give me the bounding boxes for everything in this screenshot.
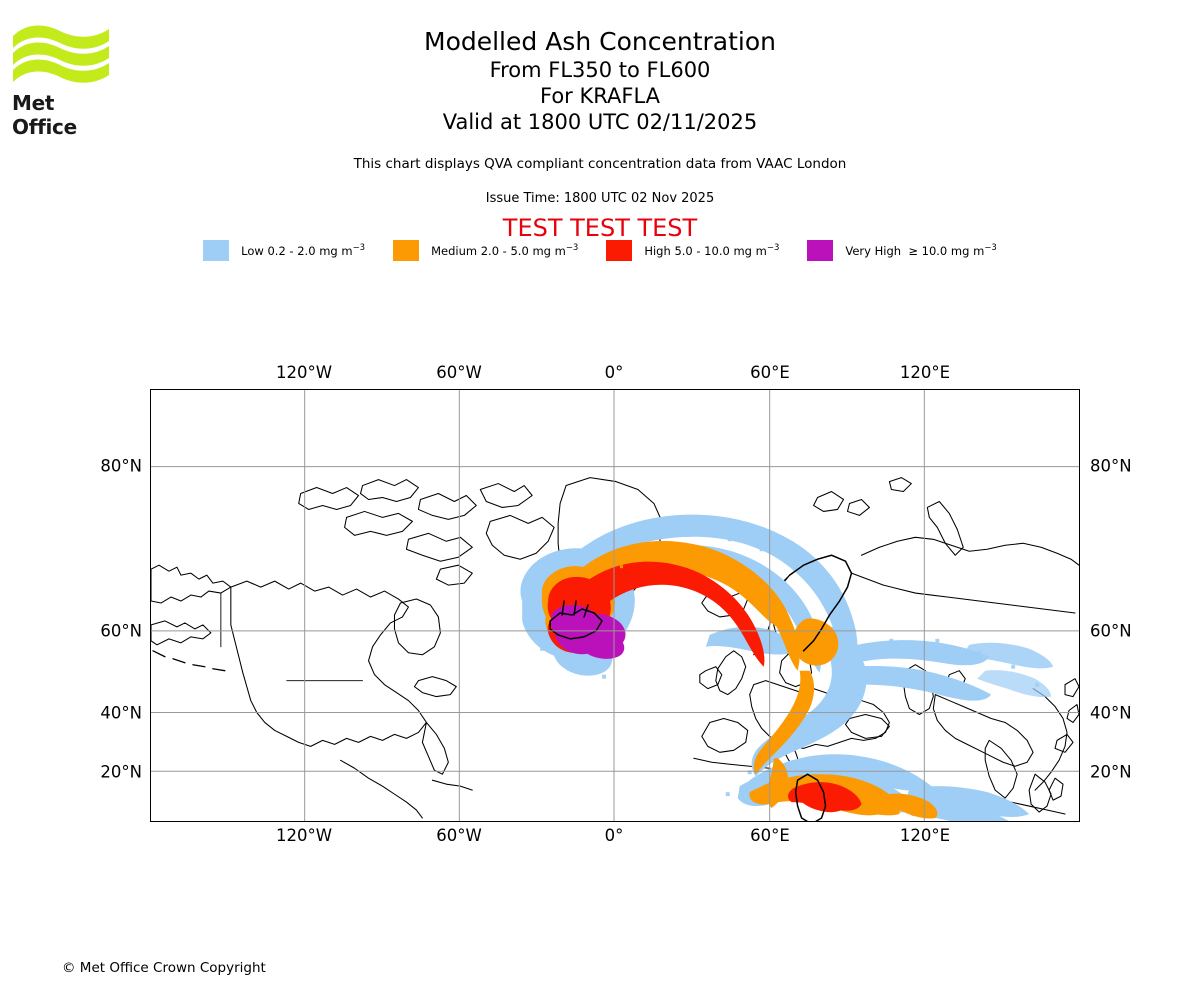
legend-swatch-very-high — [807, 240, 834, 261]
chart-note: This chart displays QVA compliant concen… — [353, 156, 847, 172]
concentration-legend: Low 0.2 - 2.0 mg m−3 Medium 2.0 - 5.0 mg… — [0, 240, 1200, 261]
legend-item-low: Low 0.2 - 2.0 mg m−3 — [203, 240, 365, 261]
issue-time: Issue Time: 1800 UTC 02 Nov 2025 — [485, 191, 715, 206]
legend-label-very-high: Very High ≥ 10.0 mg m−3 — [845, 243, 997, 258]
valid-time: Valid at 1800 UTC 02/11/2025 — [442, 110, 758, 134]
legend-item-medium: Medium 2.0 - 5.0 mg m−3 — [393, 240, 578, 261]
axis-label-left-60n: 60°N — [100, 621, 142, 641]
axis-label-bottom-0: 0° — [604, 826, 624, 845]
map-canvas — [151, 390, 1079, 821]
met-office-logo: Met Office — [12, 22, 122, 139]
ash-plume-very-high — [550, 605, 626, 659]
axis-label-left-80n: 80°N — [100, 456, 142, 476]
legend-item-high: High 5.0 - 10.0 mg m−3 — [606, 240, 779, 261]
axis-label-left-40n: 40°N — [100, 703, 142, 723]
legend-swatch-high — [606, 240, 633, 261]
axis-label-bottom-120w: 120°W — [275, 826, 333, 845]
test-banner: TEST TEST TEST — [502, 214, 698, 242]
flight-level-range: From FL350 to FL600 — [489, 58, 711, 82]
axis-label-top-120w: 120°W — [275, 363, 333, 382]
copyright-notice: © Met Office Crown Copyright — [62, 960, 266, 976]
met-office-wordmark: Met Office — [12, 91, 77, 139]
axis-label-left-20n: 20°N — [100, 762, 142, 782]
map-frame — [150, 389, 1080, 822]
axis-label-top-60e: 60°E — [750, 363, 790, 382]
axis-label-top-60w: 60°W — [436, 363, 482, 382]
title-block: Modelled Ash Concentration From FL350 to… — [0, 26, 1200, 135]
axis-label-right-40n: 40°N — [1090, 703, 1132, 723]
legend-swatch-low — [203, 240, 230, 261]
axis-label-bottom-60w: 60°W — [436, 826, 482, 845]
graticule-layer — [151, 390, 1079, 821]
axis-label-top-0: 0° — [604, 363, 624, 382]
axis-label-right-60n: 60°N — [1090, 621, 1132, 641]
axis-label-bottom-120e: 120°E — [899, 826, 951, 845]
legend-item-very-high: Very High ≥ 10.0 mg m−3 — [807, 240, 997, 261]
axis-label-right-20n: 20°N — [1090, 762, 1132, 782]
axis-label-bottom-60e: 60°E — [750, 826, 790, 845]
volcano-name: For KRAFLA — [540, 84, 660, 108]
axis-label-right-80n: 80°N — [1090, 456, 1132, 476]
page-title: Modelled Ash Concentration — [424, 27, 776, 56]
ash-plume-layer — [520, 514, 1054, 821]
legend-swatch-medium — [393, 240, 420, 261]
met-office-wave-mark — [13, 25, 109, 83]
legend-label-high: High 5.0 - 10.0 mg m−3 — [644, 243, 780, 258]
ash-concentration-map[interactable] — [150, 389, 1080, 822]
legend-label-low: Low 0.2 - 2.0 mg m−3 — [241, 243, 366, 258]
legend-label-medium: Medium 2.0 - 5.0 mg m−3 — [431, 243, 579, 258]
ash-plume-speckle — [524, 527, 1040, 817]
axis-label-top-120e: 120°E — [899, 363, 951, 382]
